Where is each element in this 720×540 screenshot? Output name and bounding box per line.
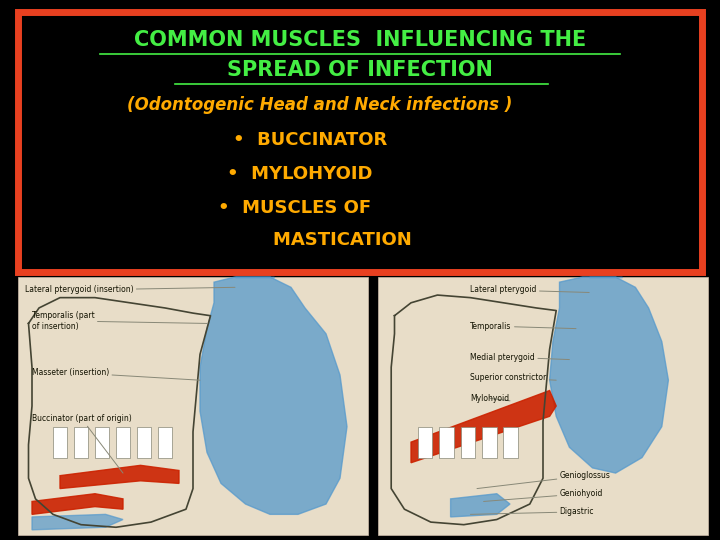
- Text: MASTICATION: MASTICATION: [248, 231, 412, 249]
- Text: Genioglossus: Genioglossus: [477, 471, 611, 489]
- Bar: [18, 277, 368, 535]
- Bar: [158, 427, 172, 457]
- Text: Temporalis (part
of insertion): Temporalis (part of insertion): [32, 311, 207, 330]
- Bar: [482, 427, 497, 457]
- Bar: [137, 427, 151, 457]
- Polygon shape: [200, 277, 347, 515]
- Bar: [18, 12, 702, 272]
- Bar: [116, 427, 130, 457]
- Text: •  BUCCINATOR: • BUCCINATOR: [233, 131, 387, 149]
- Bar: [378, 277, 708, 535]
- Text: Buccinator (part of origin): Buccinator (part of origin): [32, 415, 132, 473]
- Polygon shape: [451, 494, 510, 517]
- Text: Lateral pterygoid (insertion): Lateral pterygoid (insertion): [25, 286, 235, 294]
- Text: (Odontogenic Head and Neck infections ): (Odontogenic Head and Neck infections ): [127, 96, 513, 114]
- Polygon shape: [549, 277, 668, 473]
- Text: Superior constrictor: Superior constrictor: [470, 373, 557, 382]
- Text: Temporalis: Temporalis: [470, 322, 576, 330]
- Bar: [95, 427, 109, 457]
- Bar: [503, 427, 518, 457]
- Text: Mylohyoid: Mylohyoid: [470, 394, 510, 403]
- Polygon shape: [32, 494, 123, 515]
- Bar: [418, 427, 433, 457]
- Bar: [53, 427, 67, 457]
- Polygon shape: [60, 465, 179, 489]
- Text: Lateral pterygoid: Lateral pterygoid: [470, 286, 589, 294]
- Text: Digastric: Digastric: [470, 508, 594, 516]
- Text: Geniohyoid: Geniohyoid: [484, 489, 603, 502]
- Bar: [439, 427, 454, 457]
- Text: Medial pterygoid: Medial pterygoid: [470, 353, 570, 362]
- Text: •  MUSCLES OF: • MUSCLES OF: [218, 199, 372, 217]
- Text: COMMON MUSCLES  INFLUENCING THE: COMMON MUSCLES INFLUENCING THE: [134, 30, 586, 50]
- Bar: [461, 427, 475, 457]
- Polygon shape: [411, 390, 557, 463]
- Bar: [74, 427, 88, 457]
- Text: Masseter (insertion): Masseter (insertion): [32, 368, 200, 380]
- Text: SPREAD OF INFECTION: SPREAD OF INFECTION: [227, 60, 493, 80]
- Polygon shape: [32, 515, 123, 530]
- Text: •  MYLOHYOID: • MYLOHYOID: [228, 165, 373, 183]
